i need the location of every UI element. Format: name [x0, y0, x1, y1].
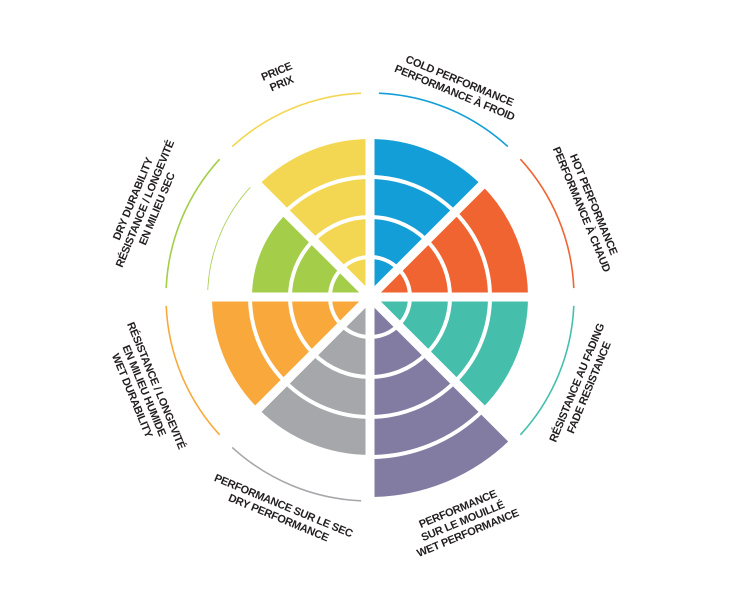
outer-arc-wet-durability: [165, 305, 221, 436]
segment-divider: [219, 293, 374, 448]
segment-cold: [370, 137, 484, 297]
outer-arc-cold: [378, 92, 509, 148]
outer-arc-dry-durability: [207, 187, 252, 290]
segment-dry-durability: [250, 212, 370, 297]
segment-hot: [370, 183, 530, 297]
segment-wet: [370, 297, 512, 497]
segment-divider: [366, 146, 521, 301]
segment-wet-durability: [210, 297, 370, 411]
segment-divider: [366, 293, 521, 448]
segment-fade: [370, 297, 530, 411]
outer-arc-fade: [519, 305, 575, 436]
segment-price: [256, 137, 370, 297]
outer-arc-dry: [231, 446, 362, 502]
outer-arc-price: [231, 92, 362, 148]
segment-dry: [256, 297, 370, 457]
outer-arc-dry-durability: [165, 158, 221, 289]
outer-arc-hot: [519, 158, 575, 289]
segment-divider: [219, 146, 374, 301]
